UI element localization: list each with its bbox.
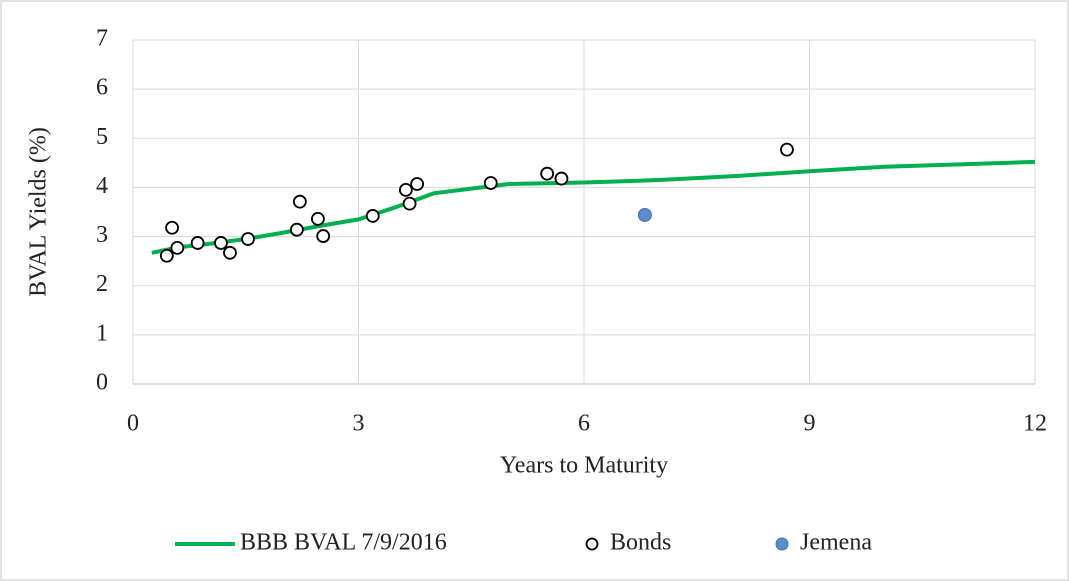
bond-point: [159, 248, 174, 263]
legend-label: Bonds: [610, 530, 671, 556]
x-tick-label: 3: [353, 411, 365, 437]
bond-point: [292, 194, 307, 209]
y-tick-label: 1: [96, 320, 108, 346]
legend-label: Jemena: [800, 530, 872, 556]
bond-point: [554, 171, 569, 186]
y-axis-title: BVAL Yields (%): [26, 127, 52, 297]
bond-point: [241, 232, 255, 246]
y-tick-label: 2: [96, 271, 108, 297]
bond-point: [316, 229, 331, 243]
bond-point: [410, 177, 425, 191]
bond-point: [311, 211, 325, 226]
y-tick-label: 6: [96, 75, 108, 101]
y-tick-label: 5: [96, 124, 108, 150]
y-tick-label: 0: [96, 370, 108, 396]
legend-label: BBB BVAL 7/9/2016: [240, 530, 447, 556]
y-tick-label: 4: [96, 173, 108, 199]
bond-point: [780, 142, 794, 157]
x-tick-label: 9: [804, 411, 816, 437]
bond-point: [170, 240, 185, 255]
series-line: [151, 159, 1036, 255]
x-axis-title: Years to Maturity: [500, 453, 668, 479]
jemena-point: [637, 207, 652, 222]
legend-swatch: [585, 537, 599, 551]
bond-point: [190, 236, 205, 250]
y-tick-label: 7: [96, 26, 108, 52]
x-tick-label: 0: [127, 411, 139, 437]
bond-point: [289, 222, 304, 237]
bond-point: [483, 176, 498, 190]
bond-point: [398, 182, 413, 197]
bond-point: [214, 236, 228, 250]
bond-point: [223, 245, 237, 260]
x-tick-label: 6: [578, 411, 590, 437]
x-tick-label: 12: [1023, 411, 1047, 437]
y-tick-label: 3: [96, 222, 108, 248]
bond-point: [540, 166, 555, 181]
legend-swatch: [775, 537, 789, 551]
bond-point: [365, 209, 380, 223]
bond-point: [402, 196, 417, 211]
bond-point: [165, 220, 179, 235]
